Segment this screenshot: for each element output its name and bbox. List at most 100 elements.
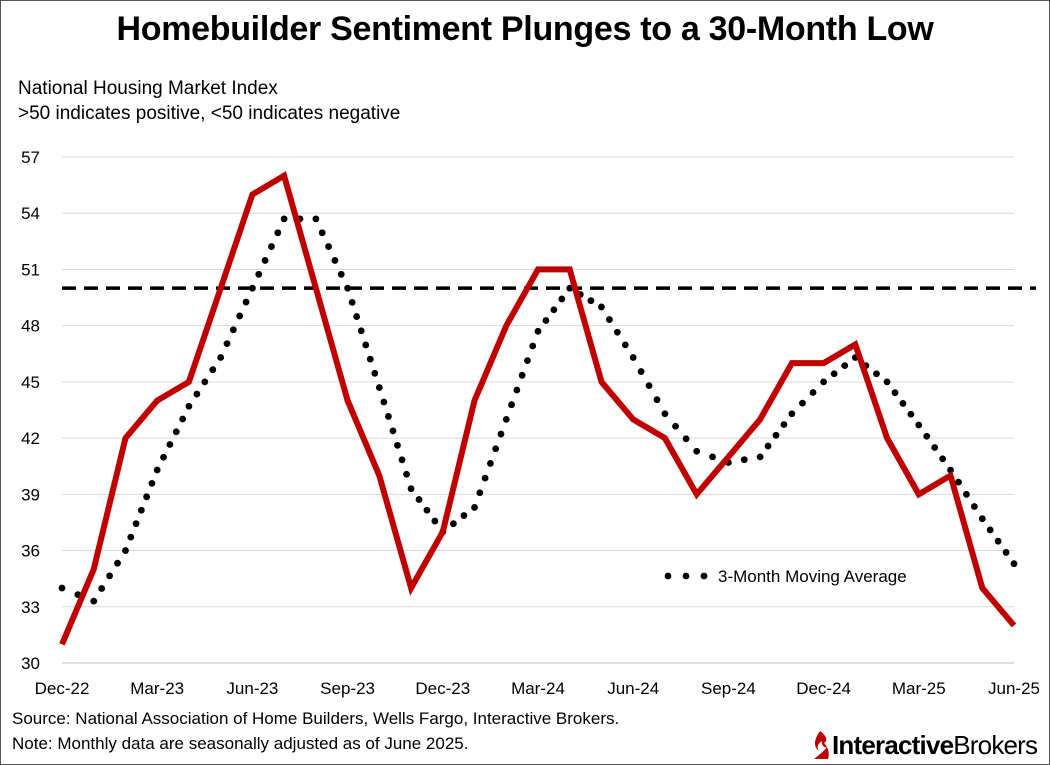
moving-average-dot [986,526,994,534]
moving-average-dot [907,410,915,418]
moving-average-dot [487,460,494,467]
legend-dot [664,572,672,580]
moving-average-dot [809,389,817,396]
moving-average-dot [460,512,468,519]
y-tick-label: 48 [21,317,40,336]
data-note: Note: Monthly data are seasonally adjust… [12,734,469,753]
moving-average-dot [1010,560,1018,568]
brand-logo: InteractiveBrokers [810,727,1038,763]
moving-average-dot [371,369,379,377]
moving-average-dot [344,284,351,292]
moving-average-dot [127,533,135,541]
moving-average-dot [637,368,645,375]
moving-average-dot [931,444,939,451]
moving-average-dot [740,456,748,464]
moving-average-dot [353,313,361,320]
moving-average-dot [939,455,946,463]
moving-average-dot [587,297,595,305]
moving-average-dot [217,354,225,361]
moving-average-dot [312,215,320,223]
moving-average-dot [891,389,899,397]
moving-average-dot [90,597,98,605]
moving-average-dot [970,503,978,510]
brand-flame-icon [814,731,829,759]
moving-average-dot [756,453,764,461]
moving-average-dot [481,474,489,482]
y-tick-label: 33 [21,598,40,617]
moving-average-dot [955,478,962,486]
moving-average-dot [148,480,156,487]
moving-average-dot [58,584,66,592]
legend-label-moving-average: 3-Month Moving Average [718,567,907,586]
moving-average-dot [899,400,907,407]
moving-average-dot [166,441,174,448]
x-tick-label: Sep-23 [320,679,375,698]
moving-average-dot [841,362,849,370]
moving-average-dot [629,354,637,361]
moving-average-dot [274,229,282,237]
moving-average-dot [337,270,345,278]
moving-average-dot [476,489,484,497]
moving-average-dot [672,422,679,430]
moving-average-dot [423,506,431,514]
moving-average-dot [348,298,356,306]
moving-average-dot [98,585,106,592]
x-tick-label: Dec-23 [415,679,470,698]
moving-average-dot [389,427,397,435]
y-tick-label: 30 [21,654,40,673]
moving-average-dot [606,316,613,323]
moving-average-dot [407,485,415,493]
x-tick-label: Mar-24 [511,679,565,698]
moving-average-dot [193,390,201,398]
moving-average-dot [471,504,478,511]
moving-average-dot [534,327,542,335]
moving-average-dot [923,432,931,440]
moving-average-dot [915,421,923,429]
subtitle-line-2: >50 indicates positive, <50 indicates ne… [18,103,401,124]
moving-average-dot [883,378,891,386]
y-tick-label: 57 [21,148,40,167]
x-tick-label: Dec-24 [796,679,851,698]
moving-average-dot [431,517,439,525]
moving-average-dot [518,371,526,379]
x-tick-label: Jun-23 [226,679,278,698]
moving-average-dot [122,547,129,554]
y-tick-label: 39 [21,485,40,504]
moving-average-dot [280,215,288,223]
moving-average-dot [318,229,326,237]
moving-average-dot [106,572,113,580]
x-tick-label: Mar-25 [892,679,946,698]
chart-title: Homebuilder Sentiment Plunges to a 30-Mo… [116,10,934,48]
moving-average-dot [325,243,332,250]
moving-average-dot [132,520,140,528]
moving-average-dot [621,341,629,349]
moving-average-dot [375,384,383,391]
moving-average-dot [394,441,401,449]
moving-average-dot [179,415,186,423]
moving-average-dot [185,402,193,410]
moving-average-dot [209,366,217,374]
moving-average-dot [143,493,151,501]
x-tick-label: Dec-22 [35,679,90,698]
moving-average-dot [255,270,263,278]
moving-average-dot [362,341,370,349]
moving-average-dot [366,355,374,363]
moving-average-dot [764,442,772,450]
brand-part-2: Brokers [953,729,1038,760]
moving-average-dot [172,428,180,436]
moving-average-dot [249,284,256,292]
moving-average-dot [398,456,406,464]
moving-average-dot [682,435,690,443]
moving-average-dot [236,312,244,320]
moving-average-dot [693,447,701,455]
moving-average-dot [508,401,515,409]
moving-average-dot [653,396,661,404]
subtitle-line-1: National Housing Market Index [18,78,278,99]
y-tick-label: 45 [21,373,40,392]
moving-average-dot [524,357,531,365]
x-tick-label: Mar-23 [130,679,184,698]
moving-average-dot [529,342,537,350]
moving-average-dot [449,520,457,528]
moving-average-dot [799,399,806,407]
